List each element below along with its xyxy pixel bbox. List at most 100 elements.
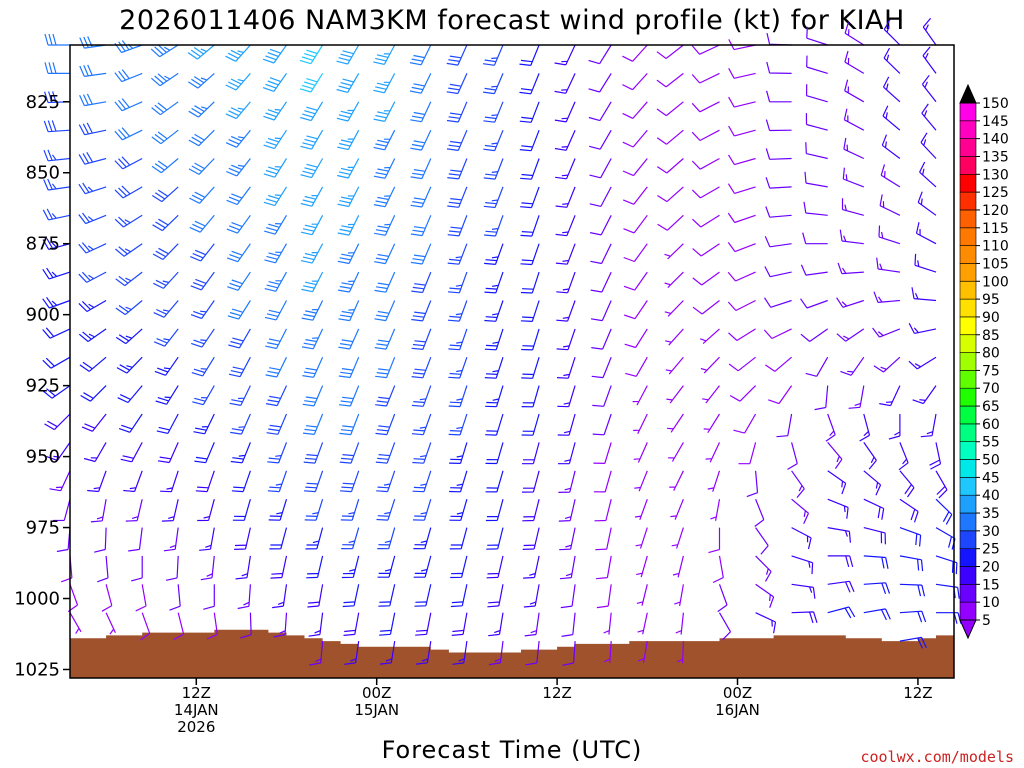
wind-barb — [728, 356, 756, 372]
wind-barb — [718, 612, 732, 641]
wind-barb — [622, 158, 648, 177]
wind-barb — [768, 385, 793, 405]
colorbar-swatch — [959, 494, 977, 514]
wind-barb — [161, 499, 179, 522]
wind-barb — [664, 271, 684, 289]
wind-barb — [94, 527, 107, 553]
wind-barb — [656, 44, 684, 59]
wind-barb — [140, 612, 151, 641]
wind-barb — [447, 300, 468, 322]
wind-barb — [672, 555, 684, 578]
wind-barb — [634, 470, 648, 492]
colorbar-label: 5 — [982, 613, 991, 629]
wind-barb — [337, 243, 360, 265]
wind-barb — [300, 158, 324, 179]
wind-barb — [374, 271, 396, 293]
wind-barb — [591, 328, 612, 350]
colorbar-label: 110 — [982, 239, 1009, 255]
wind-barb — [341, 555, 360, 579]
wind-barb — [604, 641, 612, 664]
wind-barb — [935, 498, 953, 525]
wind-barb — [115, 243, 143, 257]
wind-barb — [190, 271, 215, 291]
wind-barb — [657, 214, 684, 231]
wind-barb — [267, 442, 288, 464]
wind-barb — [265, 356, 288, 378]
wind-barb — [152, 214, 179, 232]
colorbar-label: 30 — [982, 524, 1000, 540]
wind-barb — [521, 385, 540, 408]
wind-barb — [524, 612, 540, 637]
colorbar-label: 100 — [982, 274, 1009, 290]
wind-barb — [449, 527, 468, 550]
wind-barb — [863, 442, 877, 470]
wind-barb — [305, 527, 324, 550]
wind-barb — [521, 413, 540, 436]
wind-barb — [596, 584, 612, 609]
wind-barb — [912, 385, 937, 405]
wind-barb — [192, 385, 215, 406]
wind-barb — [379, 641, 396, 665]
wind-barb — [665, 328, 684, 346]
wind-barb — [156, 413, 179, 434]
wind-barb — [340, 499, 360, 521]
wind-barb — [203, 584, 215, 610]
wind-barb — [593, 470, 612, 493]
wind-barb — [151, 129, 179, 145]
wind-barb — [878, 225, 901, 245]
wind-barb — [42, 238, 71, 250]
wind-barb — [483, 129, 504, 152]
wind-barb — [191, 356, 215, 377]
wind-barb — [449, 442, 468, 464]
wind-barb — [873, 356, 901, 373]
colorbar-swatch — [959, 263, 977, 282]
wind-barb — [692, 271, 720, 286]
wind-barb — [590, 271, 612, 293]
wind-barb — [226, 158, 251, 177]
wind-barb — [836, 328, 865, 342]
wind-barb — [806, 26, 828, 46]
wind-barb — [375, 356, 396, 379]
wind-barb — [410, 129, 432, 151]
wind-barb — [153, 300, 179, 318]
credit-text: coolwx.com/models — [860, 748, 1014, 766]
wind-barb — [302, 413, 324, 435]
y-tick-label: 925 — [26, 376, 60, 397]
wind-barb — [373, 186, 396, 208]
wind-barb — [234, 527, 251, 550]
wind-barb — [80, 385, 107, 402]
wind-barb — [622, 101, 648, 119]
wind-barb — [791, 611, 818, 624]
wind-barb — [521, 357, 540, 379]
wind-barb — [151, 72, 179, 87]
wind-barb — [921, 103, 937, 131]
wind-barb — [843, 137, 865, 160]
wind-barb — [523, 584, 540, 608]
colorbar-swatch — [959, 102, 977, 122]
wind-barb — [301, 328, 324, 350]
wind-barb — [908, 356, 937, 370]
wind-barb — [264, 214, 288, 235]
wind-barb — [622, 186, 648, 205]
colorbar-label: 85 — [982, 328, 1000, 344]
wind-barb — [520, 243, 540, 266]
wind-barb — [520, 300, 540, 322]
wind-barb — [373, 101, 396, 122]
wind-barb — [206, 612, 218, 640]
wind-barb — [78, 122, 107, 136]
wind-barb — [374, 300, 396, 322]
wind-barb — [114, 214, 143, 228]
wind-barb — [415, 612, 432, 636]
wind-barb — [622, 72, 648, 91]
wind-barb — [160, 470, 179, 493]
wind-barb — [225, 101, 251, 120]
colorbar-swatch — [959, 280, 977, 300]
wind-barb — [449, 470, 468, 493]
wind-barb — [676, 641, 684, 664]
wind-barb — [763, 297, 792, 308]
wind-barb — [411, 300, 432, 322]
wind-barb — [226, 243, 251, 263]
wind-barb — [935, 470, 948, 499]
x-tick-label: 16JAN — [715, 701, 760, 719]
